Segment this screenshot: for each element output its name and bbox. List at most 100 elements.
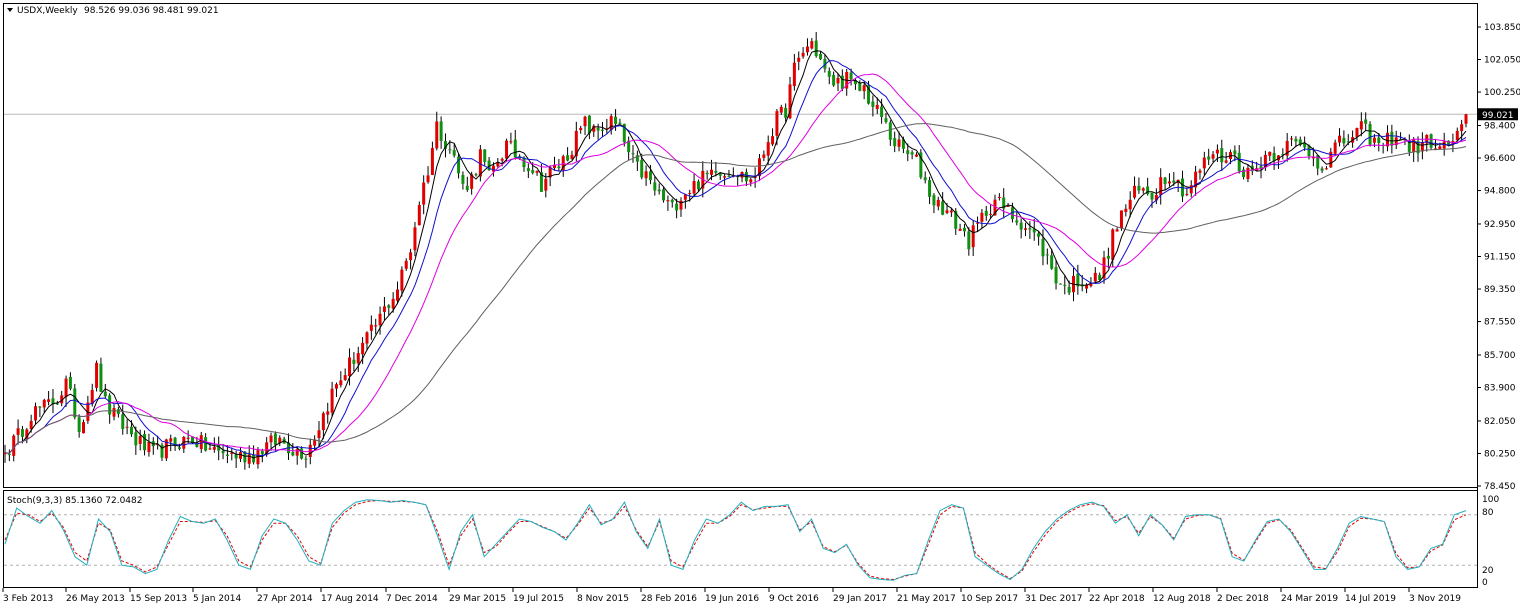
candle	[1002, 188, 1006, 219]
candle	[221, 443, 225, 460]
candle	[1119, 210, 1123, 231]
stoch-axis-label-20: 20	[1482, 566, 1494, 576]
candle	[840, 69, 844, 92]
candle	[108, 393, 112, 424]
time-axis: 3 Feb 2013 26 May 2013 15 Sep 2013 5 Jan 20…	[2, 588, 1461, 604]
candle	[1089, 277, 1093, 288]
candle	[60, 390, 64, 407]
candle	[749, 178, 753, 187]
time-tick-label: 14 Jul 2019	[1345, 594, 1396, 604]
candle	[893, 131, 897, 153]
candle	[832, 71, 836, 87]
candle	[1154, 188, 1158, 205]
candle	[77, 414, 81, 438]
candle	[365, 331, 369, 351]
candle	[1024, 222, 1028, 237]
candle	[884, 112, 888, 124]
price-tick-label: 80.250	[1484, 449, 1516, 459]
candle	[845, 68, 849, 96]
candle	[600, 121, 604, 137]
candle	[596, 123, 600, 140]
candle	[474, 172, 478, 177]
candle	[1115, 227, 1119, 232]
candle	[1455, 127, 1459, 142]
candle	[1181, 170, 1185, 202]
candle	[771, 128, 775, 147]
candle	[151, 437, 155, 455]
stoch-layer	[4, 499, 1467, 581]
chart-menu-triangle-icon[interactable]	[7, 8, 13, 12]
candle	[86, 395, 90, 424]
candle	[212, 437, 216, 453]
candle	[1399, 132, 1403, 141]
candle	[400, 266, 404, 297]
candle	[662, 187, 666, 203]
candle	[426, 166, 430, 184]
candle	[38, 405, 42, 418]
time-tick-label: 5 Jan 2014	[193, 594, 241, 604]
candle	[1163, 176, 1167, 191]
candle	[1167, 173, 1171, 187]
candle	[1106, 247, 1110, 269]
candle	[976, 216, 980, 232]
candle	[1076, 264, 1080, 295]
candle	[1220, 139, 1224, 171]
candle	[618, 118, 622, 124]
candle	[282, 436, 286, 444]
candle	[1385, 125, 1389, 152]
candle	[1381, 142, 1385, 154]
ma-medium-line	[4, 60, 1467, 457]
candle	[230, 447, 234, 461]
candle	[391, 292, 395, 313]
candle	[797, 51, 801, 71]
candle	[396, 281, 400, 305]
candle	[1128, 191, 1132, 218]
candle	[997, 193, 1001, 201]
candle	[317, 421, 321, 448]
price-tick-label: 100.250	[1484, 88, 1520, 98]
time-tick-label: 7 Dec 2014	[386, 594, 438, 604]
candle	[256, 447, 260, 469]
candle	[1032, 218, 1036, 241]
candle	[561, 154, 565, 177]
candle	[291, 443, 295, 457]
candle	[675, 198, 679, 219]
candle	[914, 152, 918, 158]
candle	[160, 442, 164, 461]
time-tick-label: 17 Aug 2014	[321, 594, 379, 604]
candle	[90, 383, 94, 407]
candle	[871, 95, 875, 117]
candle	[1316, 154, 1320, 176]
candle	[343, 368, 347, 381]
stoch-signal-line	[4, 499, 1467, 581]
candle	[1037, 231, 1041, 246]
candle	[147, 433, 151, 457]
candle	[849, 68, 853, 86]
candle	[417, 201, 421, 226]
candle	[740, 171, 744, 183]
candle	[1355, 127, 1359, 141]
candle	[910, 150, 914, 160]
candle	[792, 54, 796, 91]
price-tick-label: 78.450	[1484, 482, 1516, 492]
candle	[42, 398, 46, 414]
time-tick-label: 3 Feb 2013	[3, 594, 53, 604]
main-pane-frame	[3, 3, 1478, 488]
candle	[352, 352, 356, 372]
candle	[744, 168, 748, 187]
time-tick-label: 10 Sep 2017	[961, 594, 1018, 604]
candle	[1338, 128, 1342, 147]
candle	[1329, 147, 1333, 168]
candle	[304, 456, 308, 468]
candle	[906, 143, 910, 162]
candle	[321, 411, 325, 440]
candle	[984, 206, 988, 221]
candle	[3, 444, 7, 463]
candle	[605, 118, 609, 134]
candle	[47, 391, 51, 406]
candle	[452, 144, 456, 158]
candle	[1189, 180, 1193, 198]
price-tick-label: 94.800	[1484, 187, 1516, 197]
candle	[7, 449, 11, 462]
price-tick-label: 91.150	[1484, 253, 1516, 263]
